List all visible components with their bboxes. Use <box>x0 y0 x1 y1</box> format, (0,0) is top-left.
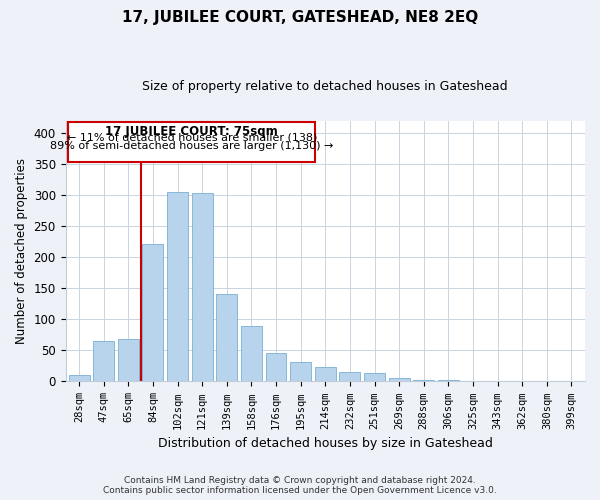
Bar <box>315 367 336 382</box>
Bar <box>389 378 410 382</box>
Bar <box>413 380 434 382</box>
Text: Contains HM Land Registry data © Crown copyright and database right 2024.
Contai: Contains HM Land Registry data © Crown c… <box>103 476 497 495</box>
Bar <box>142 244 163 382</box>
Text: ← 11% of detached houses are smaller (138): ← 11% of detached houses are smaller (13… <box>67 133 317 143</box>
Text: 89% of semi-detached houses are larger (1,130) →: 89% of semi-detached houses are larger (… <box>50 141 334 151</box>
Bar <box>536 381 557 382</box>
Y-axis label: Number of detached properties: Number of detached properties <box>15 158 28 344</box>
Title: Size of property relative to detached houses in Gateshead: Size of property relative to detached ho… <box>142 80 508 93</box>
Text: 17, JUBILEE COURT, GATESHEAD, NE8 2EQ: 17, JUBILEE COURT, GATESHEAD, NE8 2EQ <box>122 10 478 25</box>
Bar <box>93 341 114 382</box>
Bar <box>364 374 385 382</box>
Bar <box>266 353 286 382</box>
X-axis label: Distribution of detached houses by size in Gateshead: Distribution of detached houses by size … <box>158 437 493 450</box>
Bar <box>68 375 89 382</box>
Bar <box>118 339 139 382</box>
Bar <box>192 193 212 382</box>
Bar <box>463 381 484 382</box>
Bar <box>217 294 237 382</box>
Text: 17 JUBILEE COURT: 75sqm: 17 JUBILEE COURT: 75sqm <box>106 125 278 138</box>
Bar <box>241 326 262 382</box>
Bar <box>438 380 459 382</box>
Bar <box>561 381 582 382</box>
FancyBboxPatch shape <box>68 122 316 162</box>
Bar <box>340 372 361 382</box>
Bar <box>487 381 508 382</box>
Bar <box>512 381 533 382</box>
Bar <box>167 192 188 382</box>
Bar <box>290 362 311 382</box>
